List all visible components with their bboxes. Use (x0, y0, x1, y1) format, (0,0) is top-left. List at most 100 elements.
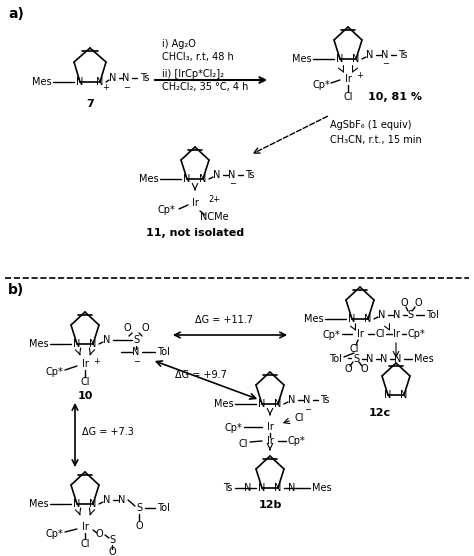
Text: N: N (352, 54, 360, 64)
Text: N: N (109, 73, 117, 83)
Text: Mes: Mes (29, 499, 49, 509)
Text: O: O (108, 547, 116, 556)
Text: Ts: Ts (320, 395, 329, 405)
Text: N: N (288, 483, 296, 493)
Text: Mes: Mes (292, 54, 312, 64)
Text: N: N (381, 50, 389, 60)
Text: Cl: Cl (238, 439, 248, 449)
Text: Tol: Tol (157, 347, 170, 357)
Text: Mes: Mes (414, 354, 434, 364)
Text: Cp*: Cp* (322, 330, 340, 340)
Text: N: N (89, 339, 97, 349)
Text: Mes: Mes (29, 339, 49, 349)
Text: Ir: Ir (266, 436, 273, 446)
Text: 12b: 12b (258, 500, 282, 510)
Text: Ts: Ts (140, 73, 149, 83)
Text: N: N (244, 483, 252, 493)
Text: 12c: 12c (369, 408, 391, 418)
Text: N: N (183, 174, 191, 184)
Text: N: N (213, 170, 221, 180)
Text: S: S (133, 335, 139, 345)
Text: i) Ag₂O: i) Ag₂O (162, 39, 196, 49)
Text: Cp*: Cp* (157, 205, 175, 215)
Text: Mes: Mes (304, 314, 324, 324)
Text: O: O (123, 323, 131, 333)
Text: b): b) (8, 283, 24, 297)
Text: N: N (258, 483, 266, 493)
Text: N: N (122, 73, 130, 83)
Text: −: − (134, 358, 140, 366)
Text: Ir: Ir (82, 522, 89, 532)
Text: O: O (344, 364, 352, 374)
Text: −: − (383, 59, 390, 68)
Text: Mes: Mes (139, 174, 159, 184)
Text: N: N (401, 390, 408, 400)
Text: Cl: Cl (80, 377, 90, 387)
Text: Tol: Tol (426, 310, 439, 320)
Text: ii) [IrCp*Cl₂]₂: ii) [IrCp*Cl₂]₂ (162, 69, 224, 79)
Text: ΔG = +7.3: ΔG = +7.3 (82, 427, 134, 437)
Text: Ir: Ir (356, 329, 364, 339)
Text: ΔG = +9.7: ΔG = +9.7 (175, 370, 227, 380)
Text: N: N (366, 50, 374, 60)
Text: N: N (118, 495, 126, 505)
Text: Ir: Ir (266, 422, 273, 432)
Text: O: O (360, 364, 368, 374)
Text: Cp*: Cp* (312, 80, 330, 90)
Text: Cl: Cl (343, 92, 353, 102)
Text: Mes: Mes (312, 483, 332, 493)
Text: S: S (353, 354, 359, 364)
Text: Mes: Mes (32, 77, 52, 87)
Text: +: + (102, 83, 109, 92)
Text: Ts: Ts (223, 483, 232, 493)
Text: N: N (365, 314, 372, 324)
Text: N: N (378, 310, 386, 320)
Text: N: N (394, 354, 401, 364)
Text: N: N (393, 310, 401, 320)
Text: S: S (136, 503, 142, 513)
Text: a): a) (8, 7, 24, 21)
Text: N: N (103, 335, 111, 345)
Text: N: N (89, 499, 97, 509)
Text: Cl: Cl (349, 344, 359, 354)
Text: Cl: Cl (376, 329, 385, 339)
Text: S: S (407, 310, 413, 320)
Text: N: N (73, 499, 81, 509)
Text: Tol: Tol (157, 503, 170, 513)
Text: CH₂Cl₂, 35 °C, 4 h: CH₂Cl₂, 35 °C, 4 h (162, 82, 248, 92)
Text: Ts: Ts (245, 170, 255, 180)
Text: Tol: Tol (329, 354, 342, 364)
Text: N: N (274, 399, 282, 409)
Text: Ir: Ir (82, 359, 89, 369)
Text: Ir: Ir (191, 198, 199, 208)
Text: ΔG = +11.7: ΔG = +11.7 (195, 315, 253, 325)
Text: Cp*: Cp* (224, 423, 242, 433)
Text: N: N (384, 390, 392, 400)
Text: 7: 7 (86, 99, 94, 109)
Text: Cp*: Cp* (288, 436, 306, 446)
Text: Cl: Cl (80, 539, 90, 549)
Text: AgSbF₆ (1 equiv): AgSbF₆ (1 equiv) (330, 120, 411, 130)
Text: O: O (95, 529, 103, 539)
Text: N: N (380, 354, 388, 364)
Text: Cp*: Cp* (45, 367, 63, 377)
Text: N: N (76, 77, 84, 87)
Text: N: N (132, 347, 140, 357)
Text: S: S (109, 535, 115, 545)
Text: Mes: Mes (214, 399, 234, 409)
Text: N: N (274, 483, 282, 493)
Text: 11, not isolated: 11, not isolated (146, 228, 244, 238)
Text: N: N (73, 339, 81, 349)
Text: Cl: Cl (295, 413, 304, 423)
Text: N: N (348, 314, 356, 324)
Text: +: + (93, 356, 100, 365)
Text: O: O (141, 323, 149, 333)
Text: N: N (199, 174, 207, 184)
Text: Ir: Ir (345, 74, 351, 84)
Text: Cp*: Cp* (408, 329, 426, 339)
Text: N: N (303, 395, 310, 405)
Text: +: + (356, 72, 364, 81)
Text: N: N (103, 495, 111, 505)
Text: O: O (400, 298, 408, 308)
Text: N: N (366, 354, 374, 364)
